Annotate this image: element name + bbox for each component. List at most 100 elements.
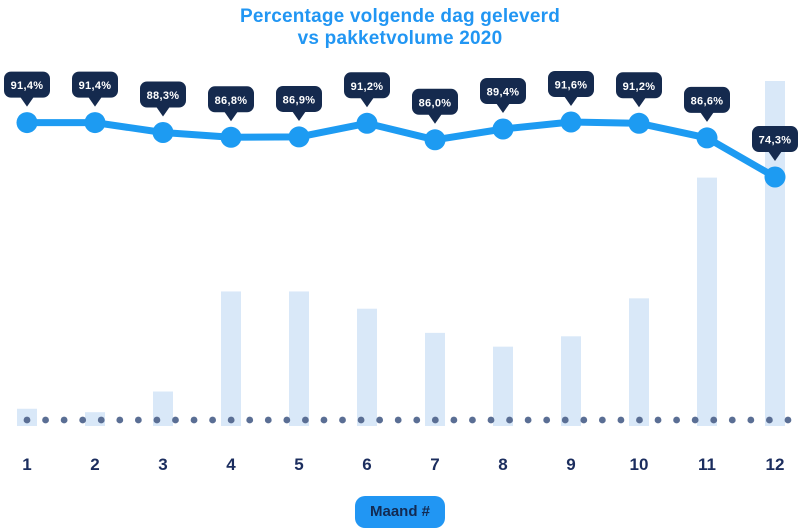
baseline-dot: [60, 416, 68, 424]
baseline-dot: [728, 416, 736, 424]
tooltip-label-month-4: 86,8%: [215, 95, 248, 107]
baseline-dot: [172, 416, 179, 424]
chart-title-line2: vs pakketvolume 2020: [297, 28, 503, 49]
tooltip-pointer: [156, 106, 170, 117]
tooltip-pointer: [496, 102, 510, 113]
baseline-dot: [617, 416, 625, 424]
tooltip-label-month-8: 89,4%: [487, 86, 520, 98]
baseline-dot: [320, 416, 328, 424]
baseline-dot: [264, 416, 272, 424]
baseline-dot: [116, 416, 124, 424]
tooltip-pointer: [768, 151, 782, 162]
tooltip-month-10: [616, 72, 662, 99]
volume-bar-month-7: [425, 332, 445, 426]
data-point-month-11: [696, 127, 718, 149]
tooltip-month-12: [752, 126, 798, 153]
baseline-dot: [691, 416, 699, 424]
baseline-dot: [190, 416, 198, 424]
x-axis-label-6: 6: [362, 455, 371, 474]
volume-bar-month-10: [629, 298, 649, 426]
tooltip-month-4: [208, 86, 254, 113]
baseline-dot: [97, 416, 105, 424]
data-point-month-1: [16, 112, 38, 134]
tooltip-month-7: [412, 88, 458, 115]
data-point-month-12: [764, 166, 786, 188]
tooltip-label-month-6: 91,2%: [351, 81, 384, 93]
baseline-dot: [524, 416, 532, 424]
data-point-month-6: [356, 112, 378, 134]
baseline-dot: [450, 416, 458, 424]
tooltip-pointer: [88, 96, 102, 107]
baseline-dot: [431, 416, 439, 424]
tooltip-label-month-10: 91,2%: [623, 81, 656, 93]
baseline-dot: [302, 416, 309, 424]
tooltip-label-month-7: 86,0%: [419, 97, 452, 109]
x-axis-label-3: 3: [158, 455, 167, 474]
data-point-month-7: [424, 129, 446, 151]
data-point-month-3: [152, 122, 174, 143]
volume-bar-month-4: [221, 291, 241, 426]
chart-title: Percentage volgende dag geleverd vs pakk…: [0, 6, 800, 50]
tooltip-month-6: [344, 72, 390, 99]
baseline-dot: [673, 416, 680, 424]
baseline-dot: [506, 416, 513, 424]
baseline-dot: [79, 416, 87, 424]
volume-bar-month-5: [289, 291, 309, 426]
tooltip-month-8: [480, 77, 526, 104]
x-axis-label-2: 2: [90, 455, 99, 474]
tooltip-pointer: [632, 97, 646, 108]
volume-bar-month-6: [357, 308, 377, 426]
tooltip-pointer: [360, 97, 374, 108]
baseline-dot: [469, 416, 476, 424]
x-axis-label-10: 10: [630, 455, 649, 474]
tooltip-label-month-2: 91,4%: [79, 80, 112, 92]
data-point-month-5: [288, 126, 310, 148]
volume-bar-month-8: [493, 346, 513, 426]
baseline-dot: [246, 416, 254, 424]
baseline-dot: [784, 416, 792, 424]
baseline-dot: [766, 416, 773, 424]
baseline-dot: [598, 416, 606, 424]
tooltip-label-month-1: 91,4%: [11, 80, 44, 92]
tooltip-pointer: [20, 96, 34, 107]
volume-bar-month-12: [765, 81, 785, 426]
tooltip-label-month-3: 88,3%: [147, 90, 180, 102]
tooltip-pointer: [292, 110, 306, 121]
baseline-dot: [339, 416, 346, 424]
x-axis-label-8: 8: [498, 455, 507, 474]
baseline-dot: [357, 416, 365, 424]
volume-bar-month-11: [697, 177, 717, 426]
x-axis-label-4: 4: [226, 455, 236, 474]
x-axis-label-11: 11: [698, 455, 716, 474]
x-axis-label-1: 1: [22, 455, 31, 474]
baseline-dot: [23, 416, 31, 424]
tooltip-label-month-5: 86,9%: [283, 94, 316, 106]
data-point-month-2: [84, 112, 106, 134]
baseline-dot: [747, 416, 755, 424]
baseline-dot: [394, 416, 402, 424]
baseline-dot: [543, 416, 551, 424]
data-point-month-8: [492, 118, 514, 140]
x-axis-label-12: 12: [766, 455, 785, 474]
tooltip-pointer: [224, 111, 238, 122]
baseline-dot: [134, 416, 142, 424]
x-axis-label-7: 7: [430, 455, 439, 474]
tooltip-pointer: [564, 96, 578, 106]
data-point-month-4: [220, 126, 242, 148]
tooltip-month-11: [684, 86, 730, 113]
baseline-dot: [153, 416, 161, 424]
baseline-dot: [580, 416, 588, 424]
tooltip-month-3: [140, 81, 186, 108]
baseline-dot: [710, 416, 718, 424]
tooltip-month-2: [72, 71, 118, 98]
baseline-dot: [413, 416, 421, 424]
baseline-dot: [487, 416, 495, 424]
baseline-dot: [561, 416, 569, 424]
baseline-dot: [227, 416, 235, 424]
chart-title-line1: Percentage volgende dag geleverd: [239, 6, 560, 27]
baseline-dot: [209, 416, 217, 424]
tooltip-month-9: [548, 71, 594, 97]
baseline-dot: [283, 416, 291, 424]
data-point-month-9: [560, 111, 582, 133]
